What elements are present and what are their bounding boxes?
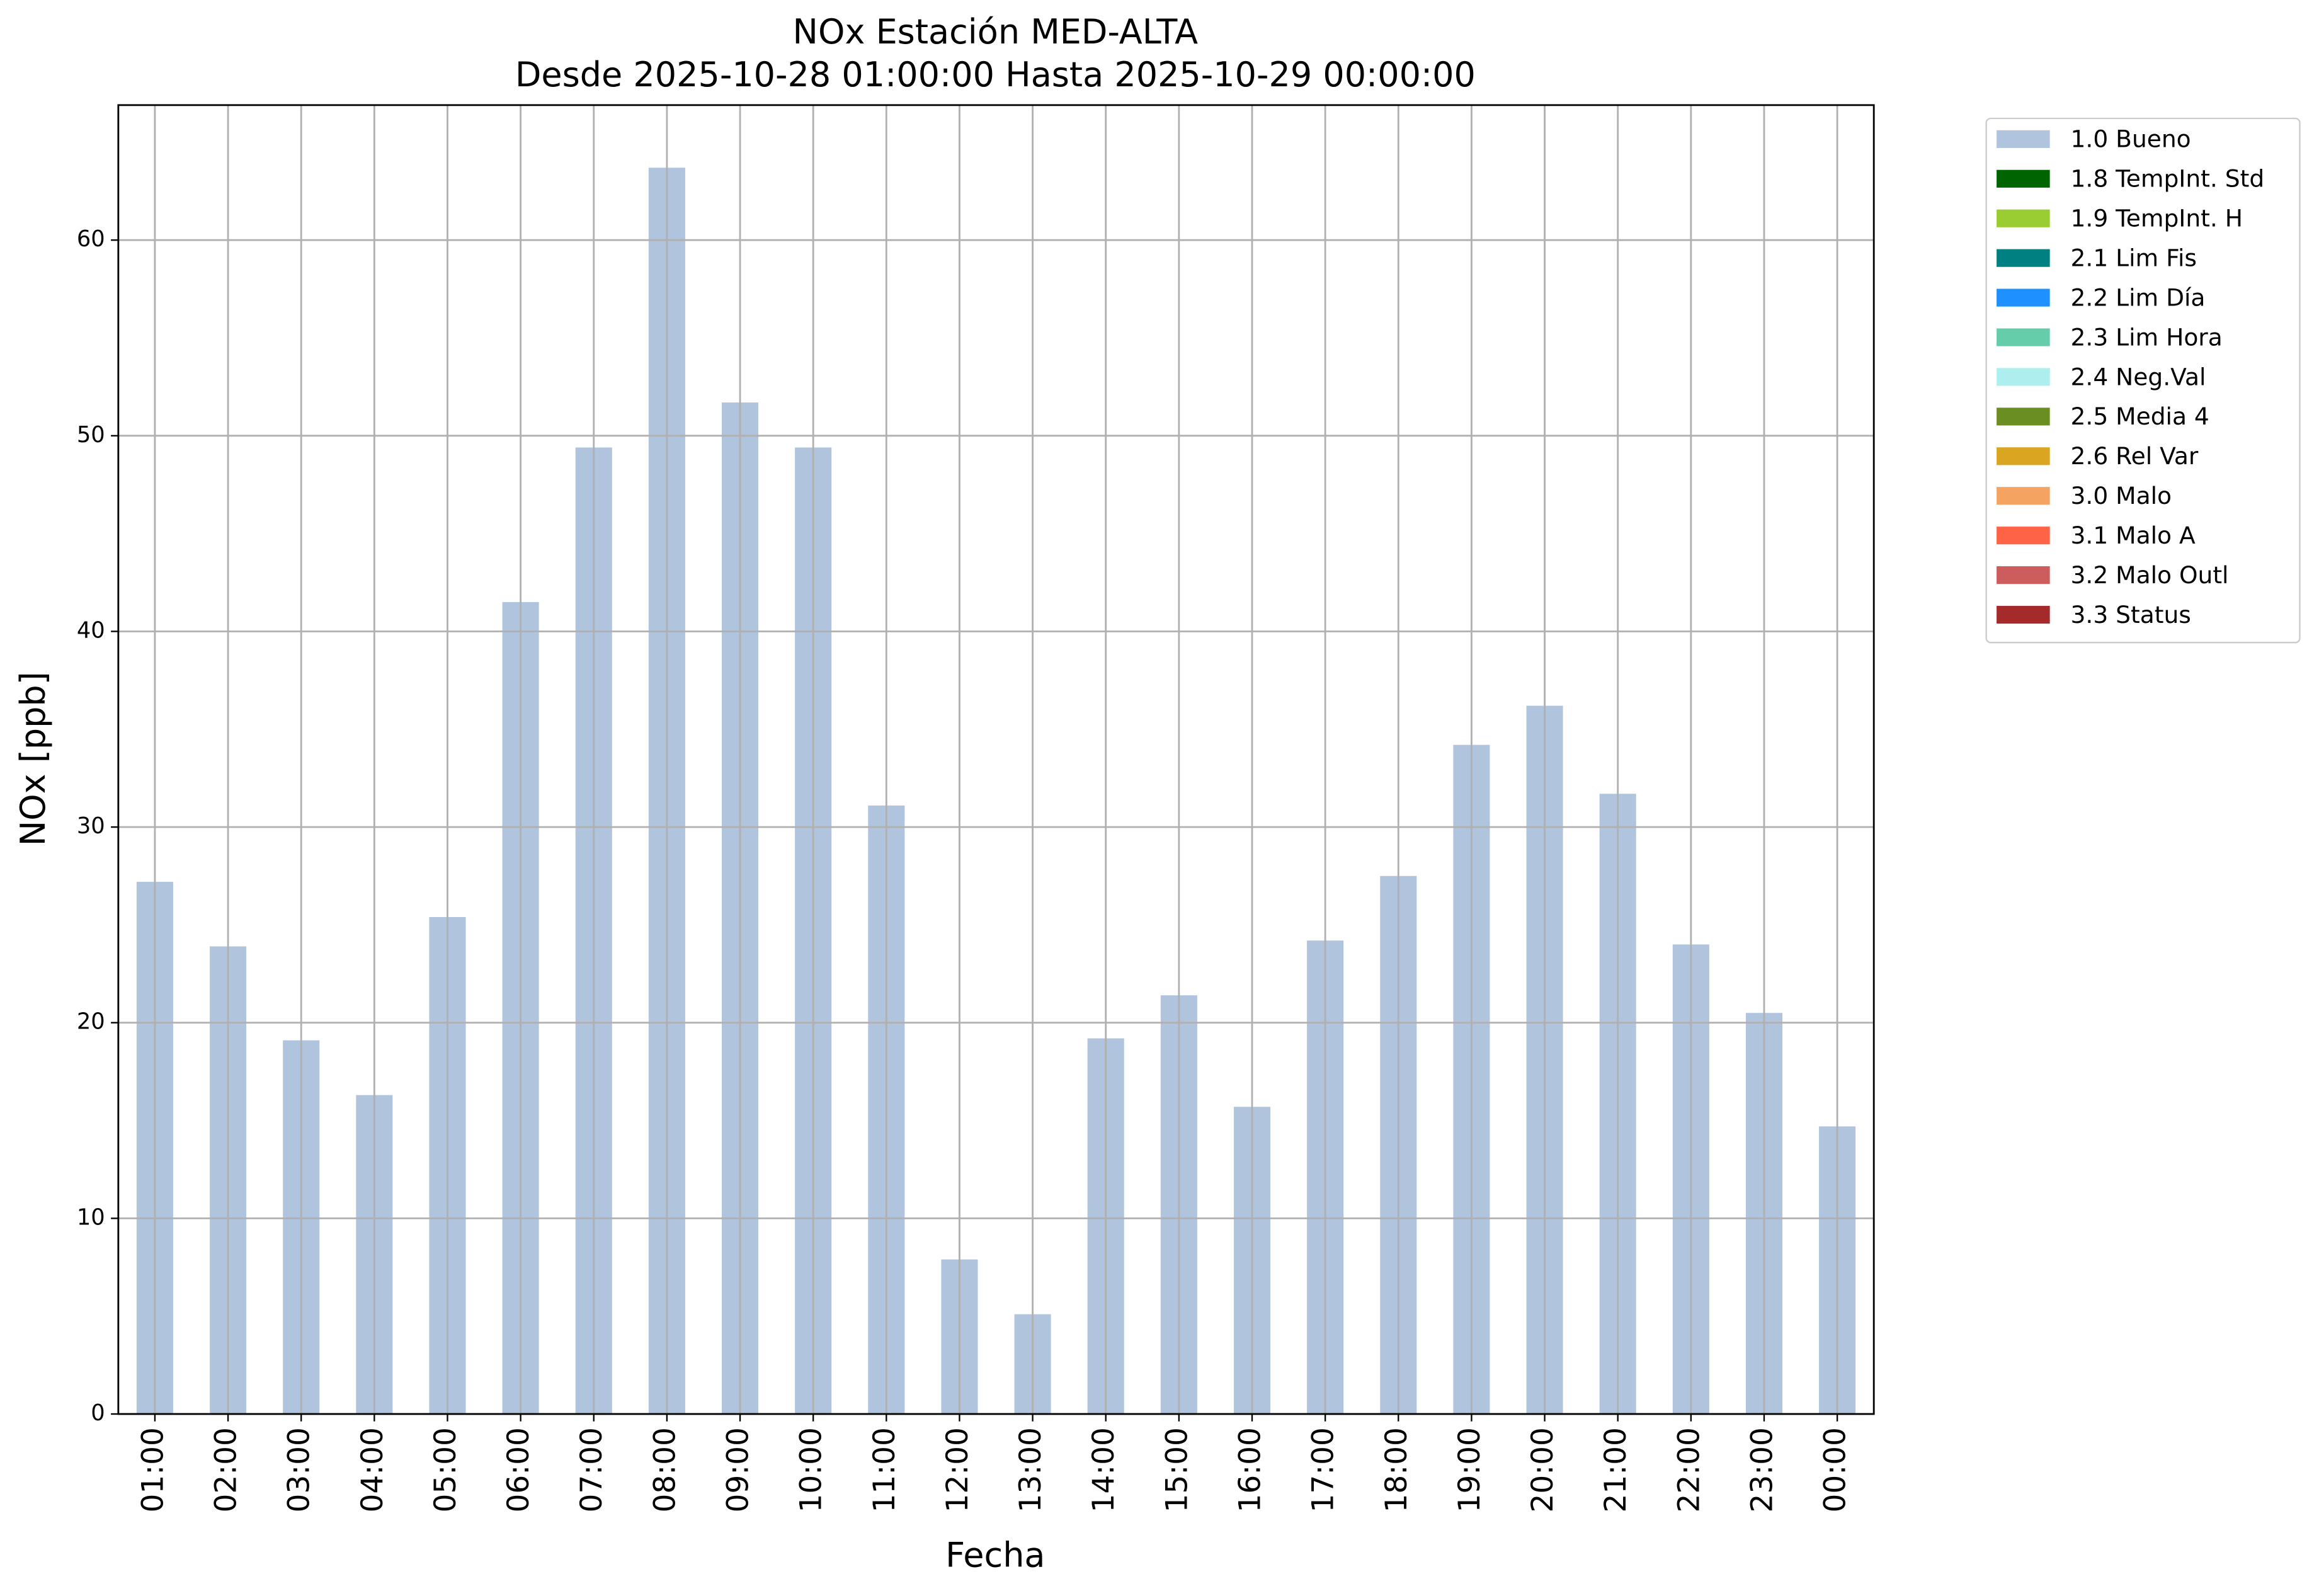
y-tick-label: 40	[77, 617, 105, 643]
x-tick-label: 00:00	[1818, 1427, 1853, 1512]
legend-label: 2.6 Rel Var	[2071, 442, 2199, 470]
y-tick-label: 10	[77, 1204, 105, 1230]
legend-swatch	[1997, 130, 2050, 148]
x-tick-label: 23:00	[1745, 1427, 1779, 1512]
chart-title: NOx Estación MED-ALTA	[793, 12, 1199, 52]
x-tick-label: 18:00	[1379, 1427, 1414, 1512]
plot-frame	[117, 104, 1875, 1415]
x-tick-label: 04:00	[355, 1427, 390, 1512]
x-tick-label: 02:00	[209, 1427, 244, 1512]
y-axis-label: NOx [ppb]	[13, 671, 53, 846]
legend-label: 1.9 TempInt. H	[2071, 205, 2243, 232]
legend-swatch	[1997, 527, 2050, 545]
legend-label: 2.5 Media 4	[2071, 402, 2209, 430]
x-tick-label: 20:00	[1525, 1427, 1560, 1512]
legend-swatch	[1997, 169, 2050, 188]
legend-label: 3.3 Status	[2071, 601, 2191, 629]
legend-label: 2.1 Lim Fis	[2071, 244, 2197, 272]
x-tick-label: 07:00	[574, 1427, 609, 1512]
x-tick-label: 01:00	[135, 1427, 170, 1512]
legend-label: 1.8 TempInt. Std	[2071, 165, 2265, 193]
legend-label: 3.1 Malo A	[2071, 522, 2196, 549]
x-tick-label: 22:00	[1672, 1427, 1706, 1512]
x-tick-label: 19:00	[1452, 1427, 1487, 1512]
legend-label: 3.0 Malo	[2071, 482, 2172, 510]
x-tick-label: 13:00	[1013, 1427, 1048, 1512]
x-tick-label: 11:00	[867, 1427, 902, 1512]
y-tick-label: 60	[77, 226, 105, 252]
y-tick-label: 0	[91, 1400, 105, 1426]
legend-label: 2.3 Lim Hora	[2071, 323, 2223, 351]
x-tick-label: 09:00	[721, 1427, 756, 1512]
legend-swatch	[1997, 487, 2050, 505]
legend-swatch	[1997, 288, 2050, 307]
legend-swatch	[1997, 209, 2050, 227]
legend-label: 1.0 Bueno	[2071, 125, 2191, 153]
x-tick-label: 05:00	[428, 1427, 463, 1512]
x-tick-label: 21:00	[1598, 1427, 1633, 1512]
legend-swatch	[1997, 368, 2050, 386]
legend-swatch	[1997, 447, 2050, 465]
x-tick-label: 08:00	[647, 1427, 682, 1512]
legend-swatch	[1997, 328, 2050, 346]
x-tick-label: 17:00	[1306, 1427, 1341, 1512]
y-tick-label: 50	[77, 422, 105, 448]
x-tick-label: 03:00	[282, 1427, 317, 1512]
x-axis-label: Fecha	[945, 1535, 1045, 1575]
x-tick-label: 14:00	[1086, 1427, 1121, 1512]
legend-label: 2.2 Lim Día	[2071, 283, 2206, 311]
chart-subtitle: Desde 2025-10-28 01:00:00 Hasta 2025-10-…	[515, 55, 1476, 94]
x-tick-label: 06:00	[501, 1427, 536, 1512]
legend-swatch	[1997, 249, 2050, 267]
legend-label: 2.4 Neg.Val	[2071, 363, 2206, 390]
y-tick-label: 30	[77, 813, 105, 839]
x-tick-label: 10:00	[794, 1427, 829, 1512]
x-tick-label: 15:00	[1160, 1427, 1194, 1512]
x-tick-label: 12:00	[940, 1427, 975, 1512]
y-tick-label: 20	[77, 1009, 105, 1035]
legend-swatch	[1997, 605, 2050, 624]
legend-swatch	[1997, 408, 2050, 426]
legend-label: 3.2 Malo Outl	[2071, 561, 2229, 589]
x-tick-label: 16:00	[1233, 1427, 1268, 1512]
legend-swatch	[1997, 566, 2050, 584]
legend-box	[1985, 117, 2301, 644]
